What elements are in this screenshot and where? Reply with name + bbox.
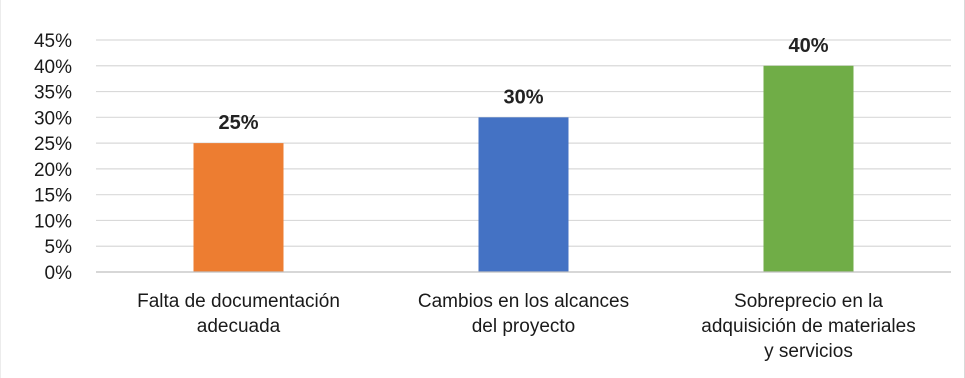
category-label-line: Sobreprecio en la (734, 291, 883, 312)
y-tick-label: 35% (34, 83, 72, 104)
y-tick-label: 40% (34, 57, 72, 78)
category-label: Sobreprecio en la adquisición de material… (701, 291, 915, 362)
data-label: 30% (503, 86, 543, 108)
y-tick-label: 25% (34, 134, 72, 155)
category-labels: Falta de documentación adecuada Cambios en… (137, 291, 916, 362)
y-tick-label: 30% (34, 108, 72, 129)
data-label: 40% (788, 35, 828, 57)
y-tick-label: 45% (34, 31, 72, 52)
y-tick-label: 10% (34, 211, 72, 232)
category-label-line: adquisición de materiales (701, 316, 915, 337)
y-tick-label: 5% (45, 237, 73, 258)
y-axis-tick-labels: 0% 5% 10% 15% 20% 25% 30% 35% 40% 45% (34, 31, 72, 284)
category-label: Falta de documentación adecuada (137, 291, 340, 337)
data-labels: 25% 30% 40% (218, 35, 828, 134)
y-tick-label: 15% (34, 186, 72, 207)
bar (193, 143, 284, 272)
category-label: Cambios en los alcances del proyecto (418, 291, 629, 337)
category-label-line: Falta de documentación (137, 291, 340, 312)
bar (763, 65, 854, 273)
category-label-line: adecuada (197, 316, 281, 337)
category-label-line: del proyecto (472, 316, 576, 337)
category-label-line: y servicios (764, 341, 853, 362)
category-label-line: Cambios en los alcances (418, 291, 629, 312)
y-tick-label: 0% (45, 263, 73, 284)
bars (193, 65, 854, 273)
y-tick-label: 20% (34, 160, 72, 181)
bar (478, 117, 569, 272)
data-label: 25% (218, 112, 258, 134)
